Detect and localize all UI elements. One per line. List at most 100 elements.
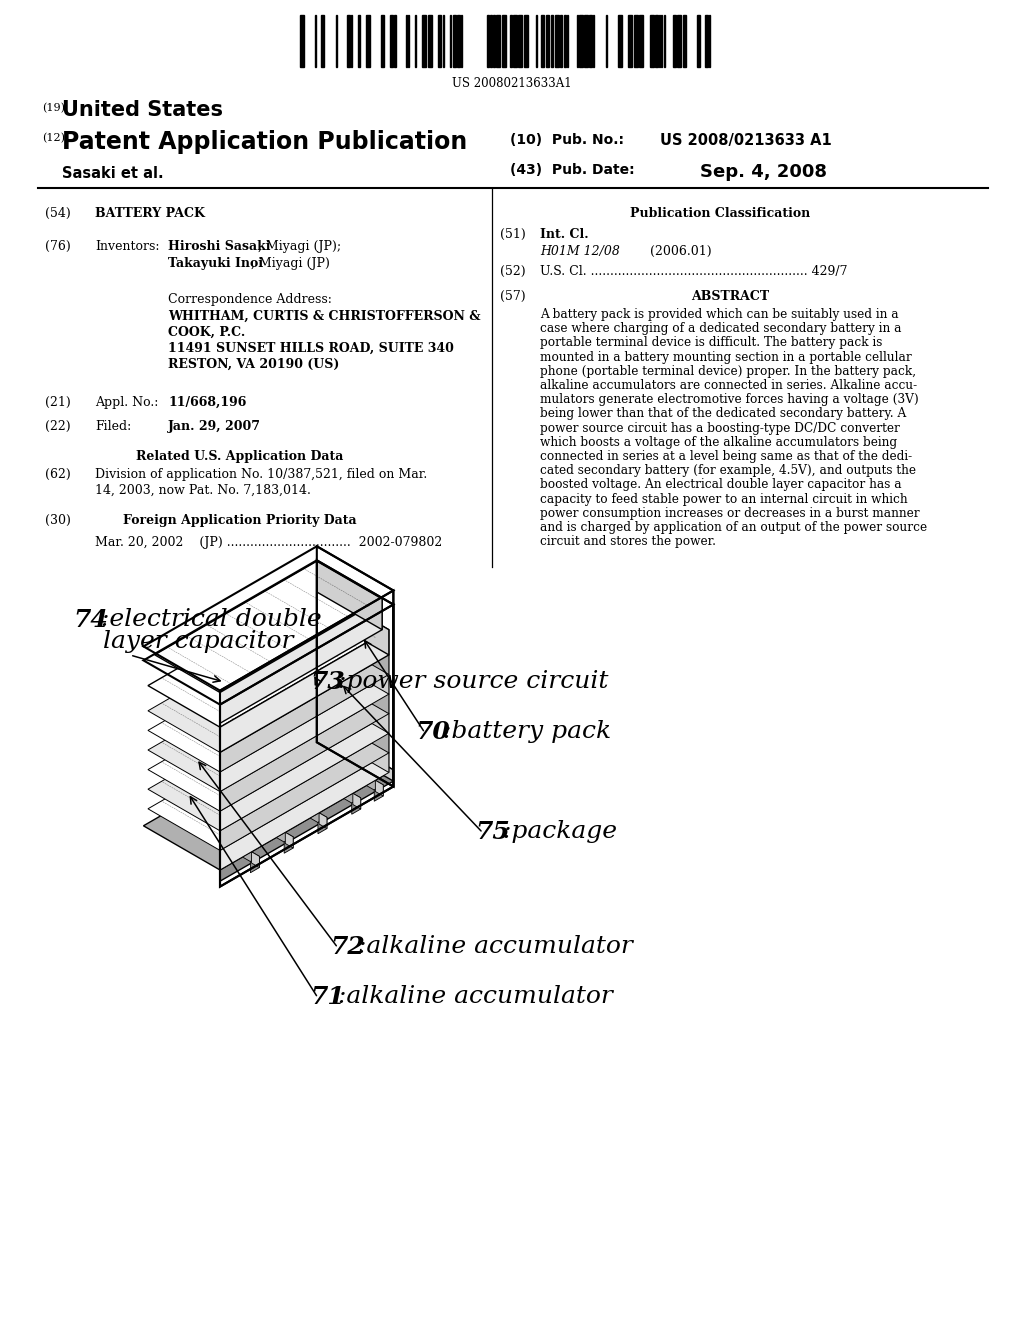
Text: :battery pack: :battery pack: [435, 719, 611, 743]
Bar: [394, 15, 396, 67]
Bar: [487, 15, 489, 67]
Text: Filed:: Filed:: [95, 420, 131, 433]
Text: being lower than that of the dedicated secondary battery. A: being lower than that of the dedicated s…: [540, 408, 906, 420]
Polygon shape: [220, 630, 389, 752]
Text: which boosts a voltage of the alkaline accumulators being: which boosts a voltage of the alkaline a…: [540, 436, 897, 449]
Text: Int. Cl.: Int. Cl.: [540, 228, 589, 242]
Bar: [551, 15, 553, 67]
Text: (76): (76): [45, 240, 71, 253]
Polygon shape: [155, 561, 382, 693]
Text: Inventors:: Inventors:: [95, 240, 160, 253]
Text: US 2008/0213633 A1: US 2008/0213633 A1: [660, 133, 831, 148]
Bar: [358, 15, 360, 67]
Text: 71: 71: [310, 985, 345, 1008]
Text: COOK, P.C.: COOK, P.C.: [168, 326, 246, 339]
Text: Sep. 4, 2008: Sep. 4, 2008: [700, 162, 827, 181]
Polygon shape: [376, 780, 383, 796]
Text: (21): (21): [45, 396, 71, 409]
Text: capacity to feed stable power to an internal circuit in which: capacity to feed stable power to an inte…: [540, 492, 907, 506]
Text: Appl. No.:: Appl. No.:: [95, 396, 159, 409]
Bar: [705, 15, 708, 67]
Text: RESTON, VA 20190 (US): RESTON, VA 20190 (US): [168, 358, 339, 371]
Bar: [555, 15, 559, 67]
Bar: [524, 15, 528, 67]
Polygon shape: [353, 793, 360, 809]
Bar: [697, 15, 700, 67]
Text: layer capacitor: layer capacitor: [103, 630, 294, 653]
Polygon shape: [220, 599, 382, 723]
Text: Takayuki Inoi: Takayuki Inoi: [168, 257, 263, 271]
Text: (57): (57): [500, 290, 525, 304]
Bar: [438, 15, 441, 67]
Polygon shape: [147, 672, 389, 812]
Text: 75: 75: [475, 820, 510, 843]
Text: phone (portable terminal device) proper. In the battery pack,: phone (portable terminal device) proper.…: [540, 364, 916, 378]
Bar: [579, 15, 583, 67]
Text: alkaline accumulators are connected in series. Alkaline accu-: alkaline accumulators are connected in s…: [540, 379, 918, 392]
Polygon shape: [316, 589, 389, 655]
Text: boosted voltage. An electrical double layer capacitor has a: boosted voltage. An electrical double la…: [540, 478, 901, 491]
Polygon shape: [285, 837, 293, 853]
Bar: [513, 15, 517, 67]
Bar: [496, 15, 500, 67]
Text: 74: 74: [73, 609, 108, 632]
Polygon shape: [220, 770, 393, 882]
Bar: [541, 15, 544, 67]
Bar: [390, 15, 393, 67]
Bar: [546, 15, 549, 67]
Polygon shape: [374, 785, 383, 801]
Bar: [453, 15, 456, 67]
Polygon shape: [220, 675, 389, 792]
Text: :electrical double: :electrical double: [93, 609, 322, 631]
Polygon shape: [316, 672, 389, 734]
Polygon shape: [344, 793, 360, 803]
Bar: [650, 15, 654, 67]
Polygon shape: [351, 797, 360, 814]
Text: power consumption increases or decreases in a burst manner: power consumption increases or decreases…: [540, 507, 920, 520]
Polygon shape: [220, 694, 389, 812]
Text: (43)  Pub. Date:: (43) Pub. Date:: [510, 162, 635, 177]
Text: and is charged by application of an output of the power source: and is charged by application of an outp…: [540, 521, 927, 535]
Text: Sasaki et al.: Sasaki et al.: [62, 166, 164, 181]
Bar: [634, 15, 638, 67]
Polygon shape: [147, 652, 389, 792]
Text: (51): (51): [500, 228, 525, 242]
Polygon shape: [220, 752, 389, 870]
Polygon shape: [220, 734, 389, 850]
Bar: [366, 15, 370, 67]
Text: mulators generate electromotive forces having a voltage (3V): mulators generate electromotive forces h…: [540, 393, 919, 407]
Text: portable terminal device is difficult. The battery pack is: portable terminal device is difficult. T…: [540, 337, 883, 350]
Text: US 20080213633A1: US 20080213633A1: [453, 77, 571, 90]
Polygon shape: [220, 714, 389, 830]
Polygon shape: [276, 833, 293, 842]
Polygon shape: [367, 780, 383, 791]
Text: , Miyagi (JP): , Miyagi (JP): [251, 257, 330, 271]
Bar: [502, 15, 506, 67]
Bar: [677, 15, 681, 67]
Bar: [584, 15, 588, 67]
Bar: [589, 15, 592, 67]
Text: Division of application No. 10/387,521, filed on Mar.: Division of application No. 10/387,521, …: [95, 469, 427, 480]
Bar: [655, 15, 658, 67]
Text: U.S. Cl. ........................................................ 429/7: U.S. Cl. ...............................…: [540, 265, 848, 279]
Text: , Miyagi (JP);: , Miyagi (JP);: [258, 240, 341, 253]
Polygon shape: [143, 726, 393, 870]
Bar: [683, 15, 686, 67]
Text: power source circuit has a boosting-type DC/DC converter: power source circuit has a boosting-type…: [540, 421, 900, 434]
Bar: [673, 15, 676, 67]
Polygon shape: [252, 851, 259, 867]
Polygon shape: [316, 614, 389, 675]
Text: 11491 SUNSET HILLS ROAD, SUITE 340: 11491 SUNSET HILLS ROAD, SUITE 340: [168, 342, 454, 355]
Text: 73: 73: [310, 671, 345, 694]
Text: (54): (54): [45, 207, 71, 220]
Bar: [428, 15, 432, 67]
Text: Foreign Application Priority Data: Foreign Application Priority Data: [123, 513, 356, 527]
Text: Patent Application Publication: Patent Application Publication: [62, 129, 467, 154]
Text: (52): (52): [500, 265, 525, 279]
Polygon shape: [220, 655, 389, 772]
Polygon shape: [316, 652, 389, 714]
Bar: [457, 15, 460, 67]
Text: BATTERY PACK: BATTERY PACK: [95, 207, 205, 220]
Polygon shape: [316, 561, 382, 630]
Text: :alkaline accumulator: :alkaline accumulator: [350, 935, 633, 958]
